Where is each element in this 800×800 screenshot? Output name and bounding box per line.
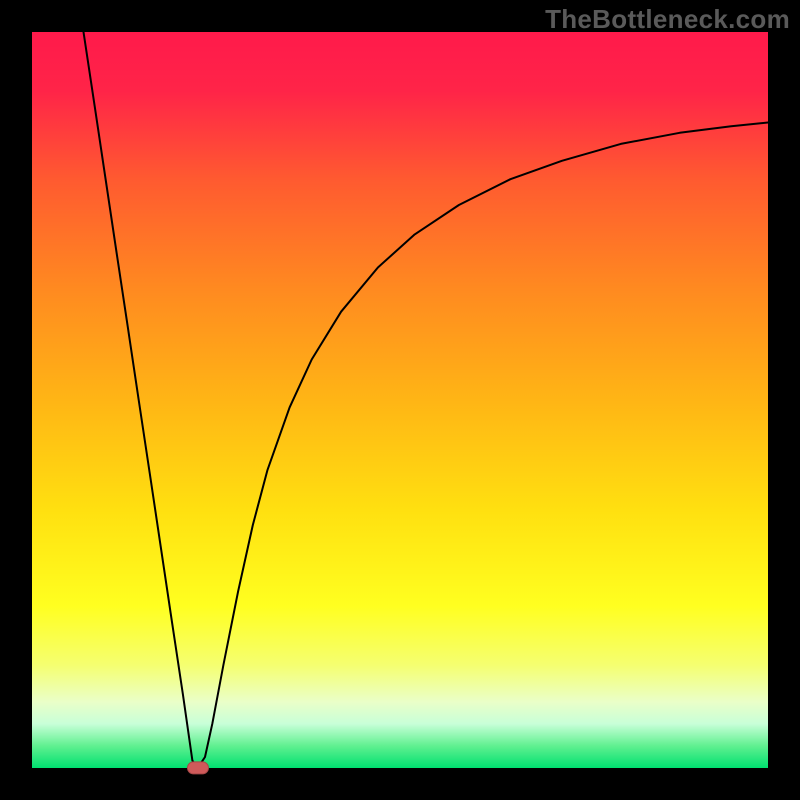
plot-area — [32, 32, 768, 768]
watermark-text: TheBottleneck.com — [545, 4, 790, 35]
chart-frame: TheBottleneck.com — [0, 0, 800, 800]
optimal-point-marker — [187, 761, 209, 774]
bottleneck-curve — [32, 32, 768, 768]
